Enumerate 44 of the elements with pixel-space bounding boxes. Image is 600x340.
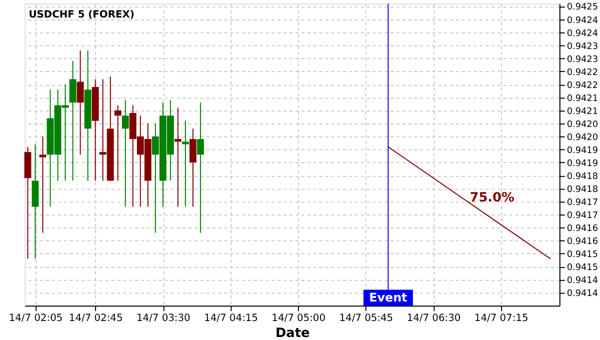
y-tick-label: 0.9424 [566, 28, 598, 39]
x-tick-label: 14/7 05:45 [339, 312, 394, 324]
text: USDCHF 5 (FOREX) [28, 10, 134, 21]
candlestick [39, 136, 46, 234]
y-tick-label: 0.9422 [566, 68, 598, 78]
y-tick-label: 0.9419 [566, 146, 598, 156]
y-tick-label: 0.9421 [566, 94, 598, 104]
annotation: 75.0% [470, 190, 514, 206]
y-tick-label: 0.9418 [566, 172, 598, 182]
ref-line-label: Event [369, 290, 408, 305]
x-tick-label: 14/7 07:15 [474, 312, 528, 324]
y-tick-label: 0.9420 [566, 132, 598, 143]
candlestick [76, 50, 84, 156]
y-tick-label: 0.9419 [566, 158, 598, 169]
y-tick-label: 0.9414 [566, 276, 598, 286]
x-tick-label: 14/7 04:15 [204, 312, 258, 324]
y-tick-label: 0.9423 [566, 42, 598, 52]
y-tick-label: 0.9416 [566, 224, 598, 234]
x-tick-label: 14/7 05:00 [272, 312, 326, 324]
x-tick-label: 14/7 02:45 [68, 312, 123, 324]
candlestick [182, 120, 189, 208]
y-tick-label: 0.9424 [566, 16, 598, 26]
candlestick [174, 107, 182, 208]
y-tick-label: 0.9417 [566, 211, 598, 221]
y-tick-label: 0.9418 [566, 184, 598, 195]
y-tick-label: 0.9414 [566, 289, 598, 300]
candlestick [69, 60, 76, 182]
x-tick-label: 14/7 06:30 [406, 312, 461, 324]
x-tick-label: 14/7 02:05 [8, 312, 63, 324]
y-tick-label: 0.9417 [566, 198, 598, 208]
y-tick-label: 0.9423 [566, 54, 598, 65]
y-tick-label: 0.9420 [566, 120, 598, 130]
x-tick-label: 14/7 03:30 [136, 312, 190, 324]
y-tick-label: 0.9421 [566, 106, 598, 117]
candlestick [189, 128, 196, 208]
candlestick [197, 102, 204, 234]
x-axis-title: Date [275, 326, 310, 340]
y-tick-label: 0.9416 [566, 237, 598, 248]
y-tick-label: 0.9415 [566, 250, 598, 260]
candlestick [114, 104, 122, 182]
y-tick-label: 0.9415 [566, 263, 598, 274]
y-tick-label: 0.9422 [566, 80, 598, 91]
y-tick-label: 0.9425 [566, 2, 598, 13]
candlestick [122, 99, 129, 208]
